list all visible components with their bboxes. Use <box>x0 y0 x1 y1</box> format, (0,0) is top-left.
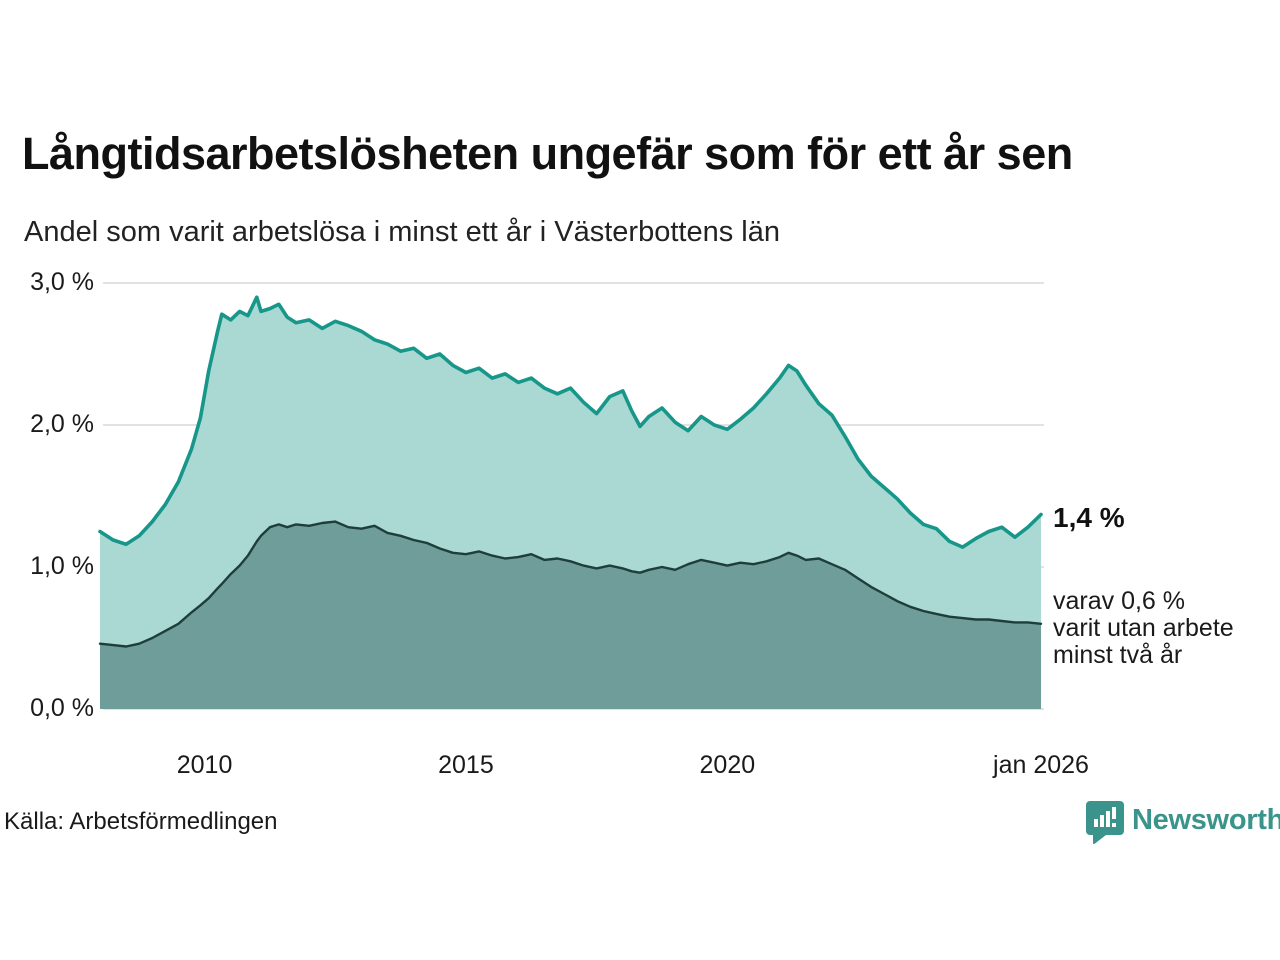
y-tick-label: 3,0 % <box>30 268 94 296</box>
latest-value-label: 1,4 % <box>1053 502 1125 533</box>
annotation-line: minst två år <box>1053 641 1183 669</box>
page-title: Långtidsarbetslösheten ungefär som för e… <box>22 128 1073 179</box>
series-line-one-year <box>98 295 1043 549</box>
x-tick-label: jan 2026 <box>993 751 1089 779</box>
newsworthy-wordmark: Newsworthy <box>1132 804 1280 836</box>
x-tick-label: 2010 <box>176 751 233 779</box>
y-tick-label: 0,0 % <box>30 694 94 722</box>
chart-subtitle: Andel som varit arbetslösa i minst ett å… <box>24 216 780 248</box>
annotation-line: varav 0,6 % <box>1053 587 1186 615</box>
annotation-line: varit utan arbete <box>1053 614 1234 642</box>
newsworthy-logo[interactable]: Newsworthy <box>1086 800 1280 849</box>
y-tick-label: 2,0 % <box>30 410 94 438</box>
series-area-two-year <box>100 521 1041 709</box>
newsworthy-bubble-chart-icon <box>1086 800 1124 849</box>
y-tick-label: 1,0 % <box>30 552 94 580</box>
secondary-value-annotation: varav 0,6 % varit utan arbete minst två … <box>1053 588 1234 669</box>
x-tick-label: 2015 <box>438 751 494 779</box>
x-tick-label: 2020 <box>699 751 756 779</box>
source-attribution: Källa: Arbetsförmedlingen <box>4 808 278 835</box>
series-line-two-year <box>98 520 1043 648</box>
